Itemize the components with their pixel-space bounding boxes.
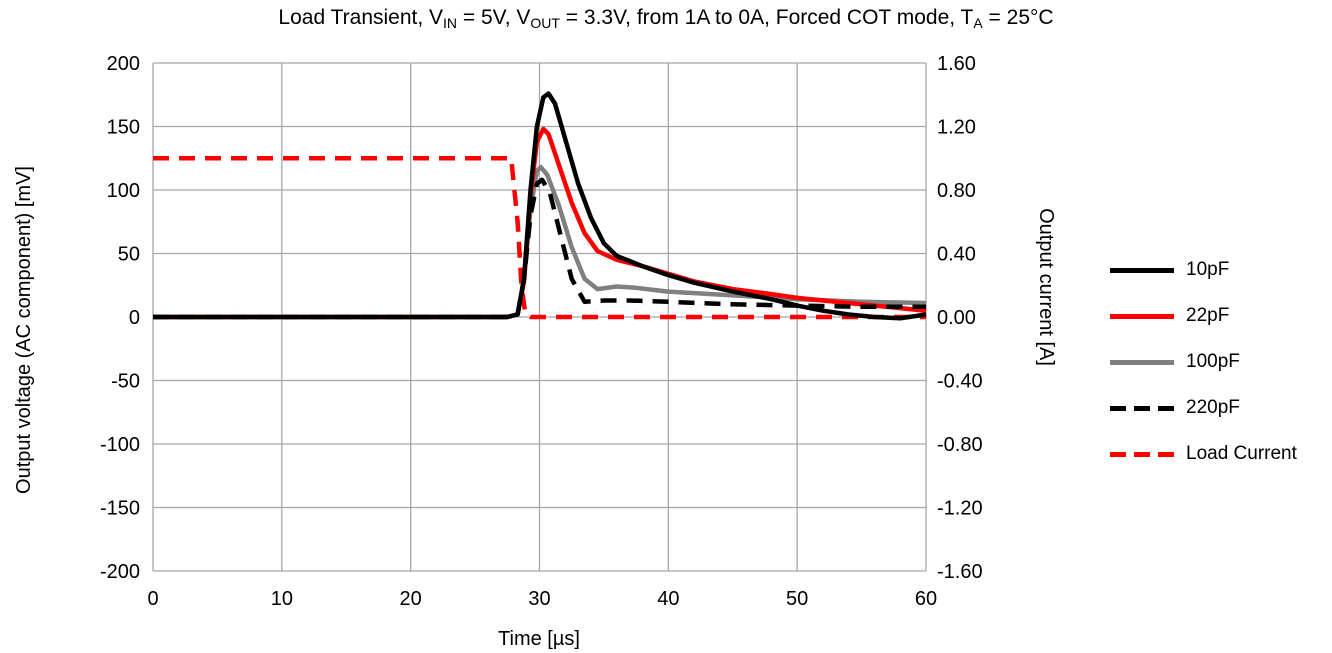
y-tick-label: -50 bbox=[111, 371, 140, 393]
y-axis-label: Output voltage (AC component) [mV] bbox=[13, 166, 35, 494]
y2-axis-label: Output current [A] bbox=[1035, 208, 1057, 366]
y2-tick-label: -0.40 bbox=[937, 371, 983, 393]
y-tick-label: 100 bbox=[107, 180, 140, 202]
x-tick-label: 10 bbox=[271, 588, 293, 610]
y2-tick-label: 1.60 bbox=[937, 53, 976, 75]
x-tick-label: 0 bbox=[147, 588, 158, 610]
x-tick-label: 40 bbox=[657, 588, 679, 610]
x-tick-label: 60 bbox=[915, 588, 937, 610]
y2-tick-label: 0.00 bbox=[937, 307, 976, 329]
y-tick-label: 150 bbox=[107, 117, 140, 139]
legend-label: 10pF bbox=[1186, 259, 1230, 280]
x-axis-label: Time [µs] bbox=[498, 628, 580, 650]
y-tick-label: -150 bbox=[100, 498, 140, 520]
legend-swatch bbox=[1110, 406, 1174, 411]
y2-tick-label: 1.20 bbox=[937, 117, 976, 139]
y-tick-label: 0 bbox=[129, 307, 140, 329]
legend-label: 100pF bbox=[1186, 351, 1240, 372]
legend-swatch bbox=[1110, 452, 1174, 457]
y2-tick-label: -1.60 bbox=[937, 561, 983, 583]
series-line-10pf bbox=[153, 91, 927, 321]
y-tick-label: 50 bbox=[118, 244, 140, 266]
legend-swatch bbox=[1110, 314, 1174, 319]
y-tick-label: -200 bbox=[100, 561, 140, 583]
series-line-220pf bbox=[153, 177, 926, 320]
x-tick-label: 20 bbox=[400, 588, 422, 610]
legend-swatch bbox=[1110, 268, 1174, 273]
y-tick-label: -100 bbox=[100, 434, 140, 456]
y-tick-label: 200 bbox=[107, 53, 140, 75]
legend-label: 220pF bbox=[1186, 397, 1240, 418]
legend-swatch bbox=[1110, 360, 1174, 365]
series-layer bbox=[153, 91, 927, 321]
y2-tick-label: -0.80 bbox=[937, 434, 983, 456]
legend-label: 22pF bbox=[1186, 305, 1230, 326]
y2-tick-label: 0.40 bbox=[937, 244, 976, 266]
x-tick-label: 50 bbox=[786, 588, 808, 610]
x-tick-label: 30 bbox=[528, 588, 550, 610]
y2-tick-label: 0.80 bbox=[937, 180, 976, 202]
tick-labels: 0 10 20 30 40 50 60 200 150 100 50 0 -50 -100 -150 -200… bbox=[100, 53, 983, 610]
chart-title: Load Transient, VIN = 5V, VOUT = 3.3V, f… bbox=[278, 6, 1054, 31]
y2-tick-label: -1.20 bbox=[937, 498, 983, 520]
series-line-load-current bbox=[153, 156, 926, 320]
legend-label: Load Current bbox=[1186, 443, 1297, 464]
